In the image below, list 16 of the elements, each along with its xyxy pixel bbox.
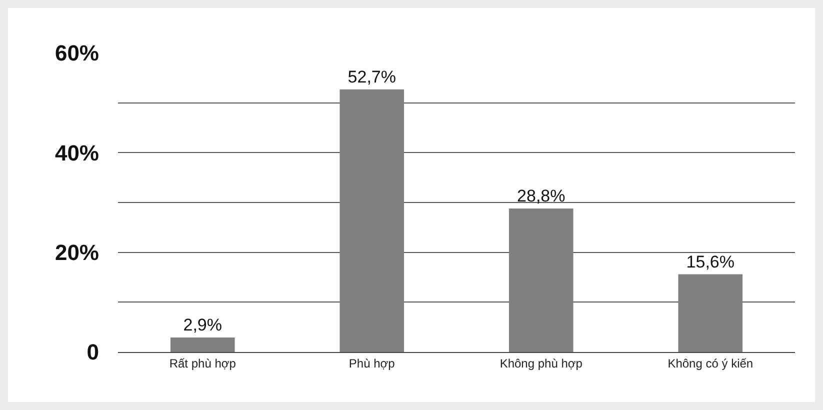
- bar: [678, 274, 743, 352]
- data-label: 2,9%: [183, 316, 222, 335]
- data-label: 52,7%: [348, 67, 396, 86]
- bar: [508, 208, 574, 352]
- bar: [170, 338, 235, 352]
- y-tick-label: 60%: [54, 40, 99, 66]
- x-tick-label: Rất phù hợp: [169, 356, 236, 370]
- x-tick-label: Không có ý kiến: [668, 356, 754, 370]
- x-tick-label: Phù hợp: [348, 356, 396, 370]
- x-tick-label: Không phù hợp: [500, 356, 583, 370]
- y-tick-label: 0: [86, 340, 99, 365]
- bar: [340, 89, 404, 352]
- data-label: 15,6%: [686, 252, 734, 272]
- data-label: 28,8%: [517, 186, 566, 206]
- y-tick-label: 40%: [54, 140, 99, 166]
- y-tick-label: 20%: [54, 240, 99, 266]
